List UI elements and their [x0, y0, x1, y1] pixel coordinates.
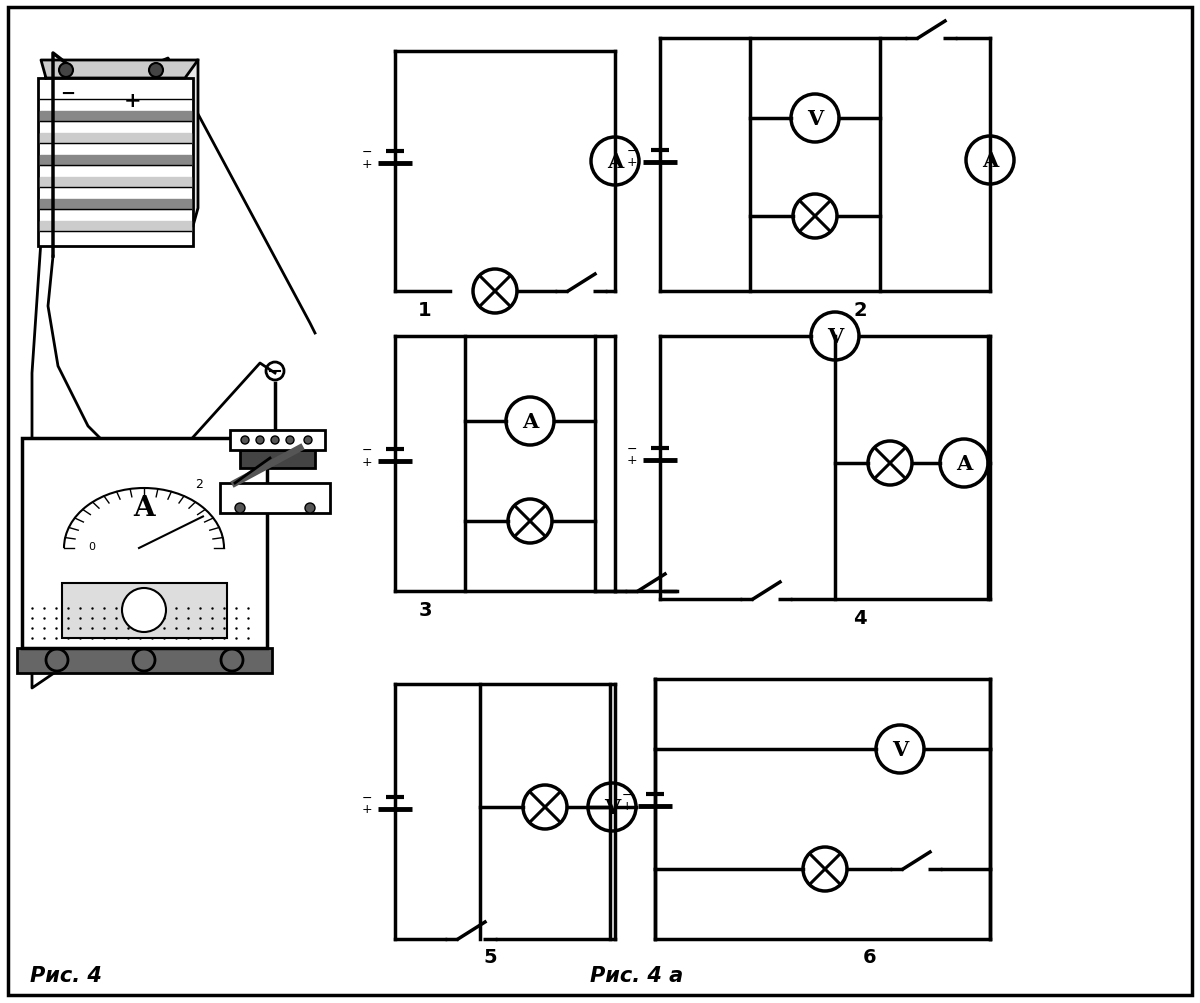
Text: +: + [626, 156, 637, 170]
Text: +: + [626, 454, 637, 467]
Text: V: V [892, 739, 908, 759]
Polygon shape [40, 222, 191, 232]
Text: A: A [956, 453, 972, 473]
Text: V: V [806, 109, 823, 128]
Text: A: A [607, 151, 623, 172]
Text: V: V [604, 797, 620, 817]
Circle shape [966, 136, 1014, 185]
Circle shape [304, 436, 312, 444]
Text: −: − [361, 145, 372, 158]
Text: −: − [626, 144, 637, 157]
Text: +: + [124, 91, 142, 111]
Circle shape [592, 137, 640, 186]
Text: Рис. 4 а: Рис. 4 а [590, 965, 683, 985]
Text: +: + [361, 455, 372, 468]
Circle shape [506, 397, 554, 445]
Text: 0: 0 [89, 542, 96, 552]
Polygon shape [40, 155, 191, 165]
Circle shape [305, 504, 316, 514]
Circle shape [235, 504, 245, 514]
Circle shape [811, 313, 859, 361]
Polygon shape [40, 112, 191, 122]
Text: 5: 5 [484, 948, 497, 967]
Circle shape [59, 64, 73, 78]
Polygon shape [40, 178, 191, 188]
Text: 2: 2 [196, 477, 203, 490]
Text: V: V [827, 327, 844, 347]
Circle shape [876, 725, 924, 773]
Text: −: − [361, 443, 372, 456]
Text: −: − [626, 442, 637, 455]
Bar [62, 584, 227, 638]
Text: +: + [622, 799, 632, 812]
Text: 4: 4 [853, 608, 866, 627]
Circle shape [940, 439, 988, 487]
Circle shape [588, 783, 636, 831]
Circle shape [122, 589, 166, 632]
Text: Рис. 4: Рис. 4 [30, 965, 102, 985]
Text: 6: 6 [863, 948, 877, 967]
Polygon shape [41, 61, 198, 79]
Text: A: A [133, 495, 155, 522]
Polygon shape [185, 61, 198, 227]
Text: −: − [361, 790, 372, 803]
Bar [240, 450, 316, 468]
Text: 1: 1 [418, 300, 432, 319]
Circle shape [149, 64, 163, 78]
Bar [17, 648, 272, 673]
Text: 2: 2 [853, 300, 866, 319]
Bar [230, 430, 325, 450]
Circle shape [241, 436, 250, 444]
Text: 3: 3 [419, 600, 432, 619]
Circle shape [791, 95, 839, 142]
Text: +: + [361, 157, 372, 171]
Bar [220, 483, 330, 514]
Polygon shape [40, 200, 191, 210]
Circle shape [286, 436, 294, 444]
Polygon shape [40, 133, 191, 143]
Circle shape [256, 436, 264, 444]
Bar [22, 438, 268, 648]
Text: +: + [361, 802, 372, 815]
Circle shape [271, 436, 280, 444]
Text: A: A [982, 150, 998, 171]
Bar [38, 79, 193, 247]
Text: −: − [60, 85, 76, 103]
Text: A: A [522, 411, 538, 431]
Text: −: − [622, 787, 632, 800]
